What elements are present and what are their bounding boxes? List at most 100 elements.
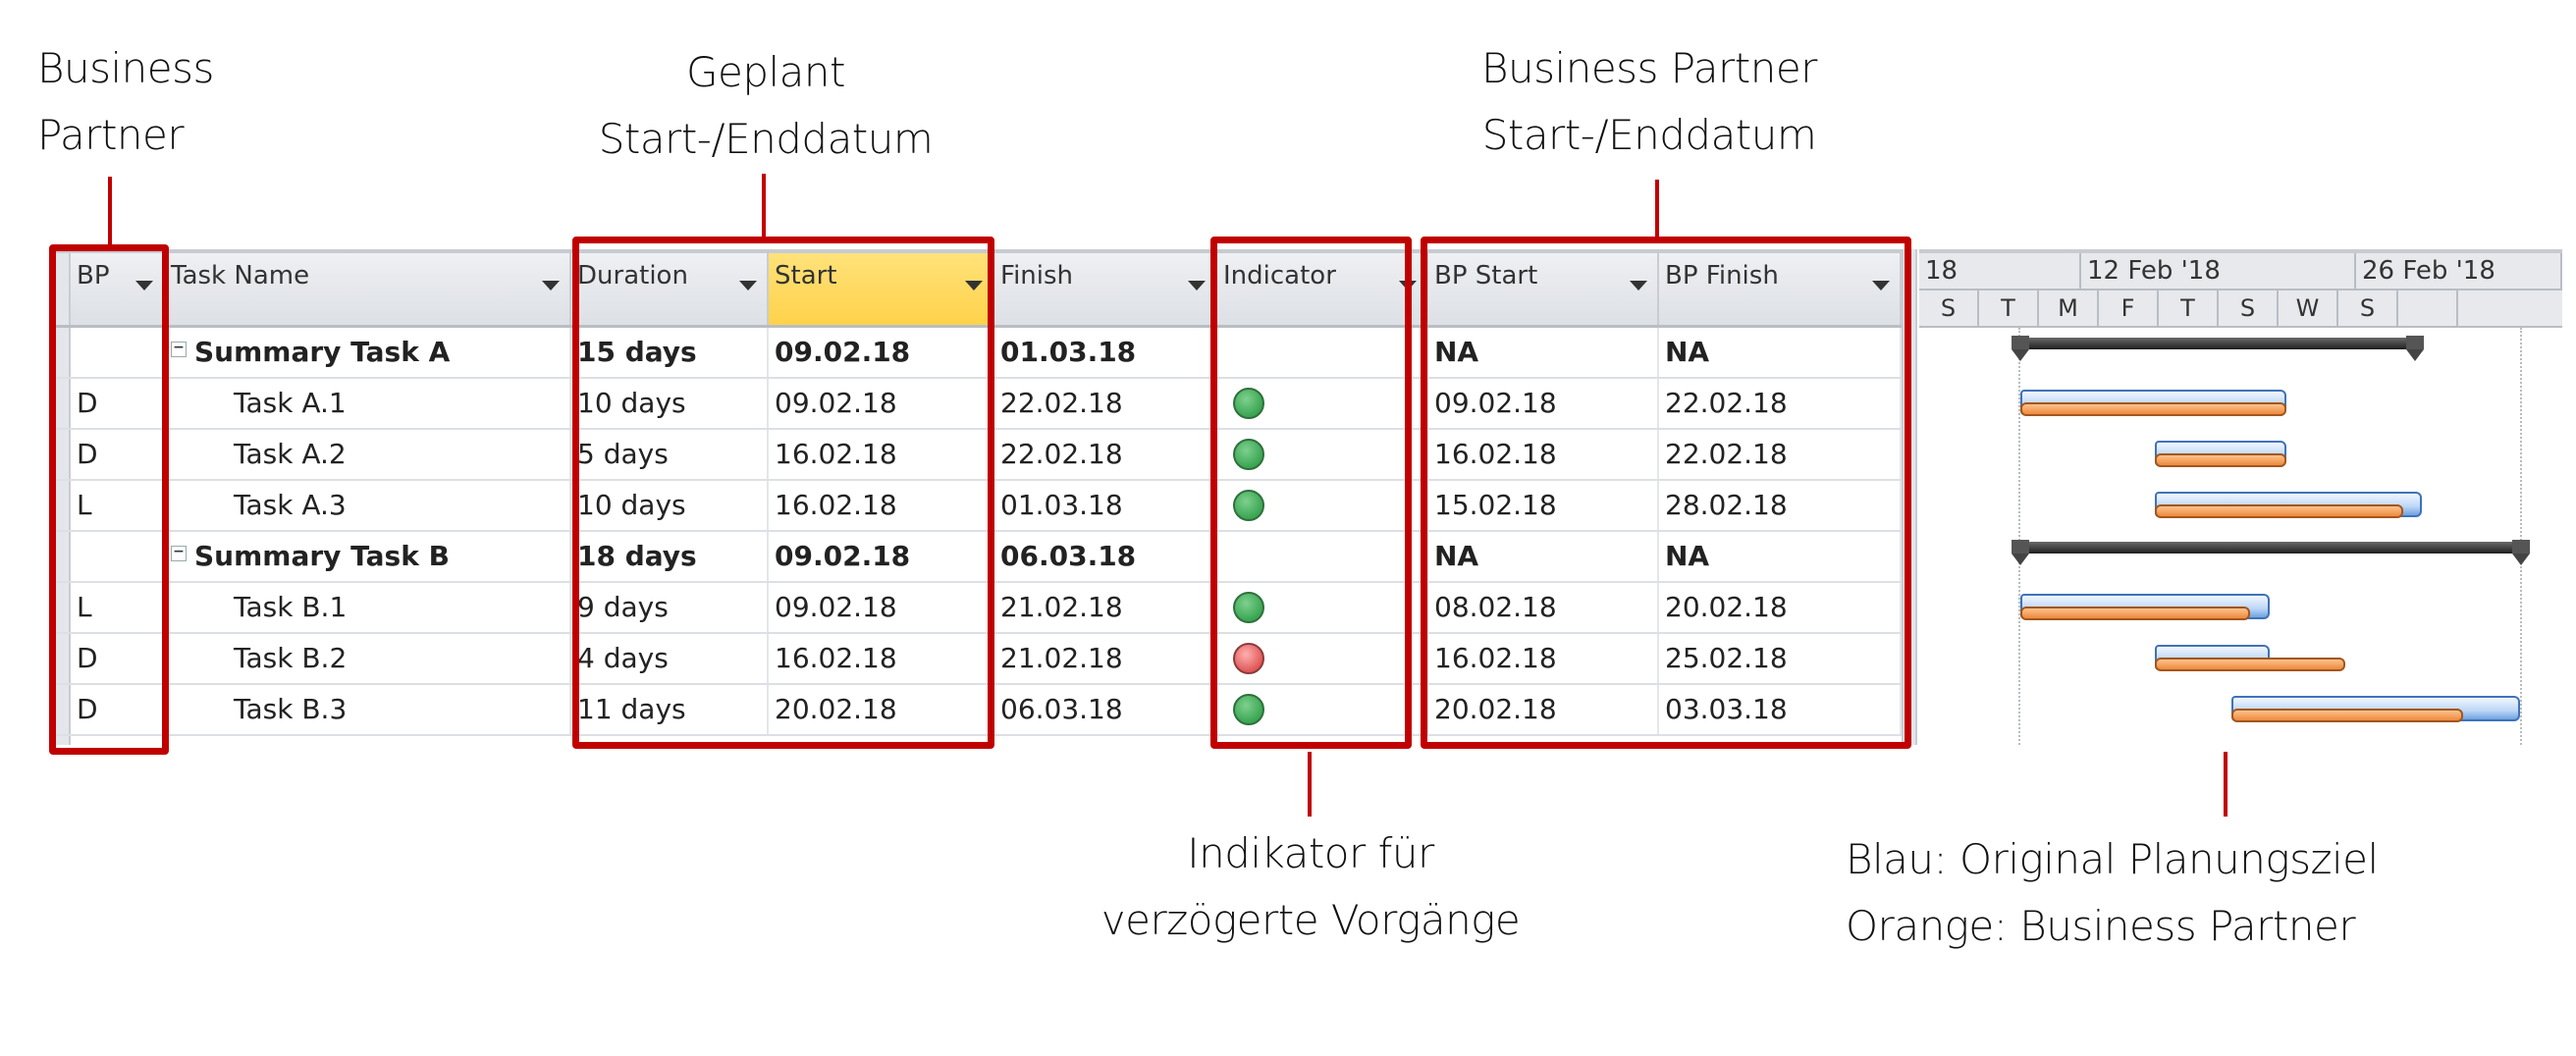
cell-bp-finish[interactable]: NA xyxy=(1659,328,1902,377)
cell-start[interactable]: 16.02.18 xyxy=(769,481,994,530)
row-header[interactable] xyxy=(54,481,71,530)
cell-duration[interactable]: 5 days xyxy=(571,430,769,479)
table-row[interactable]: − Summary Task B 18 days 09.02.18 06.03.18 NA… xyxy=(54,532,1902,583)
cell-finish[interactable]: 01.03.18 xyxy=(994,328,1217,377)
row-header-corner[interactable] xyxy=(54,253,71,325)
column-header-bp-finish[interactable]: BP Finish xyxy=(1659,253,1902,325)
cell-bp-start[interactable]: 16.02.18 xyxy=(1428,430,1659,479)
cell-start[interactable]: 16.02.18 xyxy=(769,634,994,683)
cell-duration[interactable]: 10 days xyxy=(571,481,769,530)
cell-bp-finish[interactable]: 25.02.18 xyxy=(1659,634,1902,683)
column-header-duration[interactable]: Duration xyxy=(571,253,769,325)
chevron-down-icon[interactable] xyxy=(135,281,153,290)
cell-duration[interactable]: 10 days xyxy=(571,379,769,428)
cell-bp[interactable]: L xyxy=(71,583,165,632)
cell-finish[interactable]: 06.03.18 xyxy=(994,532,1217,581)
table-row[interactable]: D Task A.2 5 days 16.02.18 22.02.18 16.02.18 2… xyxy=(54,430,1902,481)
cell-bp-start[interactable]: NA xyxy=(1428,328,1659,377)
table-row[interactable]: D Task A.1 10 days 09.02.18 22.02.18 09.02.18… xyxy=(54,379,1902,430)
cell-indicator[interactable] xyxy=(1217,481,1428,530)
chevron-down-icon[interactable] xyxy=(739,281,757,290)
summary-bar[interactable] xyxy=(2012,336,2424,361)
cell-finish[interactable]: 01.03.18 xyxy=(994,481,1217,530)
cell-task-name[interactable]: − Summary Task B xyxy=(165,532,571,581)
cell-indicator[interactable] xyxy=(1217,379,1428,428)
summary-bar[interactable] xyxy=(2012,540,2530,565)
chevron-down-icon[interactable] xyxy=(965,281,983,290)
cell-bp-finish[interactable]: NA xyxy=(1659,532,1902,581)
cell-duration[interactable]: 15 days xyxy=(571,328,769,377)
cell-task-name[interactable]: Task A.3 xyxy=(165,481,571,530)
chevron-down-icon[interactable] xyxy=(542,281,560,290)
row-header[interactable] xyxy=(54,532,71,581)
row-header[interactable] xyxy=(54,583,71,632)
bp-bar-orange[interactable] xyxy=(2155,504,2403,518)
cell-task-name[interactable]: Task A.1 xyxy=(165,379,571,428)
bp-bar-orange[interactable] xyxy=(2155,453,2286,467)
bp-bar-orange[interactable] xyxy=(2020,607,2250,620)
cell-start[interactable]: 09.02.18 xyxy=(769,532,994,581)
cell-bp-start[interactable]: 20.02.18 xyxy=(1428,685,1659,734)
table-row[interactable]: L Task B.1 9 days 09.02.18 21.02.18 08.02.18 2… xyxy=(54,583,1902,634)
cell-bp-finish[interactable]: 03.03.18 xyxy=(1659,685,1902,734)
cell-task-name[interactable]: Task B.3 xyxy=(165,685,571,734)
cell-bp-start[interactable]: 15.02.18 xyxy=(1428,481,1659,530)
cell-indicator[interactable] xyxy=(1217,328,1428,377)
cell-bp[interactable]: L xyxy=(71,481,165,530)
cell-bp[interactable] xyxy=(71,532,165,581)
cell-indicator[interactable] xyxy=(1217,430,1428,479)
cell-indicator[interactable] xyxy=(1217,634,1428,683)
row-header[interactable] xyxy=(54,328,71,377)
cell-duration[interactable]: 4 days xyxy=(571,634,769,683)
cell-indicator[interactable] xyxy=(1217,583,1428,632)
cell-start[interactable]: 16.02.18 xyxy=(769,430,994,479)
chevron-down-icon[interactable] xyxy=(1872,281,1890,290)
row-header[interactable] xyxy=(54,430,71,479)
column-header-indicator[interactable]: Indicator xyxy=(1217,253,1428,325)
cell-finish[interactable]: 22.02.18 xyxy=(994,430,1217,479)
column-header-bp[interactable]: BP xyxy=(71,253,165,325)
chevron-down-icon[interactable] xyxy=(1630,281,1647,290)
cell-bp[interactable] xyxy=(71,328,165,377)
cell-bp[interactable]: D xyxy=(71,634,165,683)
cell-bp-start[interactable]: NA xyxy=(1428,532,1659,581)
cell-finish[interactable]: 22.02.18 xyxy=(994,379,1217,428)
split-bar[interactable] xyxy=(1902,249,1917,745)
cell-start[interactable]: 09.02.18 xyxy=(769,328,994,377)
cell-task-name[interactable]: − Summary Task A xyxy=(165,328,571,377)
table-row[interactable]: − Summary Task A 15 days 09.02.18 01.03.18 NA… xyxy=(54,328,1902,379)
table-row[interactable]: L Task A.3 10 days 16.02.18 01.03.18 15.02.18… xyxy=(54,481,1902,532)
column-header-start[interactable]: Start xyxy=(769,253,994,325)
cell-finish[interactable]: 21.02.18 xyxy=(994,634,1217,683)
cell-task-name[interactable]: Task B.1 xyxy=(165,583,571,632)
cell-task-name[interactable]: Task A.2 xyxy=(165,430,571,479)
cell-task-name[interactable]: Task B.2 xyxy=(165,634,571,683)
cell-bp-start[interactable]: 08.02.18 xyxy=(1428,583,1659,632)
cell-start[interactable]: 09.02.18 xyxy=(769,583,994,632)
column-header-task-name[interactable]: Task Name xyxy=(165,253,571,325)
bp-bar-orange[interactable] xyxy=(2155,658,2345,671)
cell-indicator[interactable] xyxy=(1217,685,1428,734)
cell-indicator[interactable] xyxy=(1217,532,1428,581)
collapse-toggle-icon[interactable]: − xyxy=(171,341,187,357)
chevron-down-icon[interactable] xyxy=(1188,281,1206,290)
bp-bar-orange[interactable] xyxy=(2020,402,2286,416)
table-row[interactable]: D Task B.3 11 days 20.02.18 06.03.18 20.02.18… xyxy=(54,685,1902,736)
cell-finish[interactable]: 21.02.18 xyxy=(994,583,1217,632)
cell-start[interactable]: 20.02.18 xyxy=(769,685,994,734)
cell-duration[interactable]: 18 days xyxy=(571,532,769,581)
cell-bp-finish[interactable]: 22.02.18 xyxy=(1659,379,1902,428)
cell-bp-start[interactable]: 16.02.18 xyxy=(1428,634,1659,683)
cell-bp-finish[interactable]: 28.02.18 xyxy=(1659,481,1902,530)
cell-duration[interactable]: 11 days xyxy=(571,685,769,734)
column-header-finish[interactable]: Finish xyxy=(994,253,1217,325)
cell-bp-finish[interactable]: 20.02.18 xyxy=(1659,583,1902,632)
row-header[interactable] xyxy=(54,634,71,683)
cell-finish[interactable]: 06.03.18 xyxy=(994,685,1217,734)
chevron-down-icon[interactable] xyxy=(1399,281,1417,290)
row-header[interactable] xyxy=(54,379,71,428)
table-row[interactable]: D Task B.2 4 days 16.02.18 21.02.18 16.02.18 2… xyxy=(54,634,1902,685)
cell-duration[interactable]: 9 days xyxy=(571,583,769,632)
bp-bar-orange[interactable] xyxy=(2231,709,2463,722)
cell-start[interactable]: 09.02.18 xyxy=(769,379,994,428)
